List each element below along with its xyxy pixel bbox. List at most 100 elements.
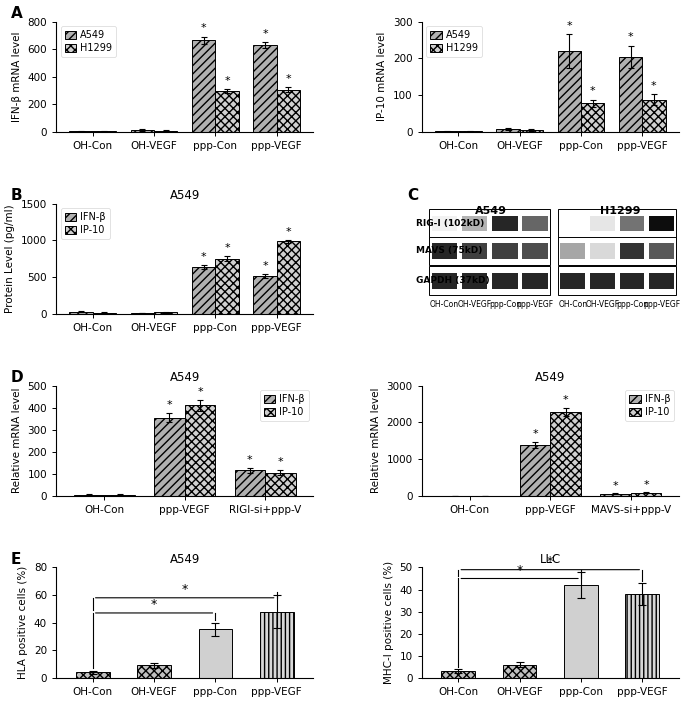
FancyBboxPatch shape bbox=[429, 236, 550, 265]
Bar bbox=[216, 92, 239, 132]
Bar bbox=[265, 473, 295, 496]
Y-axis label: Relative mRNA level: Relative mRNA level bbox=[371, 388, 381, 493]
Text: OH-VEGF: OH-VEGF bbox=[585, 299, 620, 309]
Bar bbox=[492, 243, 517, 259]
Text: *: * bbox=[643, 479, 649, 490]
Y-axis label: HLA positive cells (%): HLA positive cells (%) bbox=[18, 566, 28, 679]
FancyBboxPatch shape bbox=[558, 236, 676, 265]
Text: *: * bbox=[224, 244, 230, 253]
Text: *: * bbox=[651, 81, 657, 91]
Bar bbox=[462, 273, 487, 288]
Bar bbox=[69, 311, 93, 314]
Bar bbox=[503, 665, 536, 678]
Text: ppp-VEGF: ppp-VEGF bbox=[643, 299, 680, 309]
Bar bbox=[154, 417, 185, 496]
Bar bbox=[276, 90, 300, 132]
Bar bbox=[432, 243, 457, 259]
Text: *: * bbox=[278, 457, 284, 467]
Bar bbox=[192, 40, 216, 132]
Bar bbox=[462, 216, 487, 231]
Text: C: C bbox=[407, 188, 419, 203]
Bar bbox=[550, 412, 581, 496]
Bar bbox=[185, 405, 216, 496]
Text: *: * bbox=[247, 455, 253, 465]
Legend: IFN-β, IP-10: IFN-β, IP-10 bbox=[625, 390, 674, 421]
Legend: A549, H1299: A549, H1299 bbox=[426, 27, 482, 57]
Bar bbox=[649, 216, 674, 231]
Bar bbox=[435, 131, 458, 132]
Text: OH-Con: OH-Con bbox=[430, 299, 459, 309]
Bar bbox=[432, 273, 457, 288]
Legend: IFN-β, IP-10: IFN-β, IP-10 bbox=[61, 208, 110, 239]
Bar bbox=[620, 216, 645, 231]
Y-axis label: Protein Level (pg/ml): Protein Level (pg/ml) bbox=[5, 204, 15, 313]
Title: A549: A549 bbox=[169, 190, 200, 203]
Bar bbox=[625, 594, 659, 678]
Bar bbox=[74, 495, 104, 496]
Bar bbox=[519, 130, 543, 132]
Bar bbox=[519, 445, 550, 496]
Bar bbox=[620, 243, 645, 259]
Y-axis label: IP-10 mRNA level: IP-10 mRNA level bbox=[377, 32, 387, 121]
Text: GAPDH (37kD): GAPDH (37kD) bbox=[416, 276, 490, 286]
Y-axis label: IFN-β mRNA level: IFN-β mRNA level bbox=[12, 32, 22, 122]
Bar bbox=[564, 585, 598, 678]
Bar bbox=[154, 131, 177, 132]
Text: *: * bbox=[262, 29, 268, 39]
FancyBboxPatch shape bbox=[558, 209, 676, 238]
Y-axis label: Relative mRNA level: Relative mRNA level bbox=[12, 388, 22, 493]
Bar bbox=[432, 216, 457, 231]
Text: A549: A549 bbox=[475, 205, 507, 216]
Bar bbox=[558, 51, 581, 132]
Bar bbox=[234, 470, 265, 496]
Bar bbox=[600, 494, 631, 496]
Title: A549: A549 bbox=[169, 553, 200, 566]
Bar bbox=[154, 312, 177, 314]
Bar bbox=[442, 671, 475, 678]
Text: D: D bbox=[10, 370, 23, 385]
Text: H1299: H1299 bbox=[599, 205, 640, 216]
Text: *: * bbox=[612, 481, 618, 491]
Bar bbox=[590, 216, 615, 231]
Title: A549: A549 bbox=[169, 371, 200, 384]
Bar bbox=[649, 243, 674, 259]
Title: LLC: LLC bbox=[540, 553, 561, 566]
Text: *: * bbox=[286, 74, 291, 84]
Bar bbox=[131, 130, 154, 132]
Bar bbox=[253, 276, 276, 314]
Bar bbox=[137, 665, 171, 678]
Text: MAVS (75kD): MAVS (75kD) bbox=[416, 247, 483, 255]
Text: *: * bbox=[547, 555, 554, 568]
Bar bbox=[581, 103, 604, 132]
Bar bbox=[93, 313, 116, 314]
Bar bbox=[496, 129, 519, 132]
Text: *: * bbox=[566, 21, 572, 31]
Bar bbox=[104, 495, 135, 496]
Bar bbox=[649, 273, 674, 288]
Bar bbox=[76, 672, 110, 678]
Text: *: * bbox=[197, 387, 203, 397]
Bar bbox=[253, 45, 276, 132]
Text: ppp-Con: ppp-Con bbox=[616, 299, 648, 309]
Bar bbox=[492, 273, 517, 288]
Bar bbox=[620, 273, 645, 288]
Bar bbox=[631, 493, 662, 496]
Text: *: * bbox=[201, 252, 206, 262]
Legend: A549, H1299: A549, H1299 bbox=[61, 27, 116, 57]
Bar bbox=[522, 243, 548, 259]
Bar bbox=[462, 243, 487, 259]
Bar bbox=[619, 56, 642, 132]
Text: A: A bbox=[10, 6, 22, 21]
Bar bbox=[276, 241, 300, 314]
Text: *: * bbox=[201, 24, 206, 33]
FancyBboxPatch shape bbox=[429, 209, 550, 238]
Text: *: * bbox=[628, 32, 634, 43]
FancyBboxPatch shape bbox=[429, 267, 550, 295]
Legend: IFN-β, IP-10: IFN-β, IP-10 bbox=[260, 390, 309, 421]
Text: RIG-I (102kD): RIG-I (102kD) bbox=[416, 219, 484, 228]
Text: *: * bbox=[532, 430, 538, 439]
Bar bbox=[561, 216, 585, 231]
Bar bbox=[522, 216, 548, 231]
Text: ppp-Con: ppp-Con bbox=[489, 299, 521, 309]
Bar bbox=[561, 273, 585, 288]
